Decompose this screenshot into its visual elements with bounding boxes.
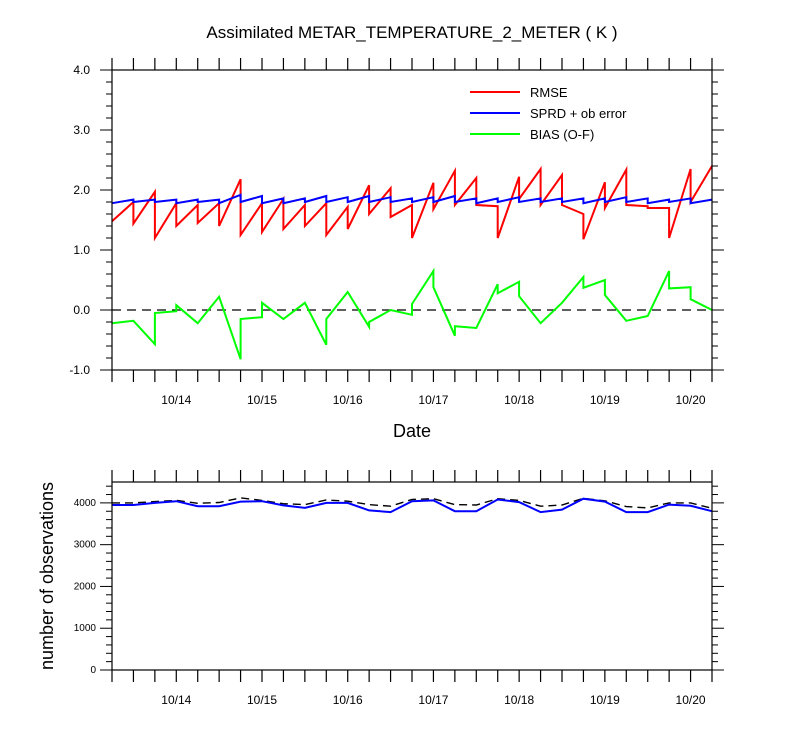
series-line-assimilated-observations bbox=[112, 497, 713, 514]
observation-count-chart: 10/14 10/15 10/16 10/17 10/18 10/19 10/20 4000 3… bbox=[37, 470, 724, 707]
y-tick-label: 2000 bbox=[74, 581, 97, 592]
rmse-bias-chart: Assimilated METAR_TEMPERATURE_2_METER ( … bbox=[69, 23, 724, 441]
series-line-rmse bbox=[111, 165, 713, 242]
y-axis-label-observations: number of observations bbox=[37, 482, 57, 670]
legend-label: RMSE bbox=[530, 85, 568, 100]
y-tick-label: 0 bbox=[90, 665, 96, 676]
y-tick-label: 4000 bbox=[74, 498, 97, 509]
y-tick-label: -1.0 bbox=[69, 363, 90, 377]
x-tick-label: 10/16 bbox=[333, 393, 363, 407]
y-tick-label: 3000 bbox=[74, 540, 97, 551]
x-tick-label: 10/16 bbox=[333, 693, 363, 707]
y-tick-label: 0.0 bbox=[73, 303, 90, 317]
y-tick-label: 3.0 bbox=[73, 123, 90, 137]
top-ticks-group: 10/14 10/15 10/16 10/17 10/18 10/19 10/20 4.0 3.… bbox=[69, 58, 724, 407]
x-tick-label: 10/17 bbox=[418, 393, 448, 407]
series-line-sprd-ob-error bbox=[111, 193, 713, 205]
x-tick-label: 10/14 bbox=[161, 393, 191, 407]
legend-label: SPRD + ob error bbox=[530, 106, 627, 121]
x-tick-label: 10/19 bbox=[590, 393, 620, 407]
x-tick-label: 10/15 bbox=[247, 693, 277, 707]
x-tick-label: 10/14 bbox=[161, 693, 191, 707]
top-series-group bbox=[111, 165, 713, 360]
x-tick-label: 10/17 bbox=[418, 693, 448, 707]
series-line-possible-observations bbox=[112, 497, 713, 509]
x-tick-label: 10/20 bbox=[676, 393, 706, 407]
x-tick-label: 10/15 bbox=[247, 393, 277, 407]
y-tick-label: 1000 bbox=[74, 623, 97, 634]
series-line-bias-o-f bbox=[111, 267, 713, 360]
bottom-series-group bbox=[112, 497, 713, 514]
y-tick-label: 2.0 bbox=[73, 183, 90, 197]
y-tick-label: 1.0 bbox=[73, 243, 90, 257]
legend: RMSE SPRD + ob error BIAS (O-F) bbox=[470, 85, 627, 142]
x-axis-label: Date bbox=[393, 421, 431, 441]
bottom-ticks-group: 10/14 10/15 10/16 10/17 10/18 10/19 10/20 4000 3… bbox=[74, 470, 724, 707]
y-tick-label: 4.0 bbox=[73, 63, 90, 77]
legend-label: BIAS (O-F) bbox=[530, 127, 594, 142]
chart-title: Assimilated METAR_TEMPERATURE_2_METER ( … bbox=[206, 23, 617, 42]
x-tick-label: 10/20 bbox=[676, 693, 706, 707]
x-tick-label: 10/18 bbox=[504, 393, 534, 407]
x-tick-label: 10/19 bbox=[590, 693, 620, 707]
x-tick-label: 10/18 bbox=[504, 693, 534, 707]
